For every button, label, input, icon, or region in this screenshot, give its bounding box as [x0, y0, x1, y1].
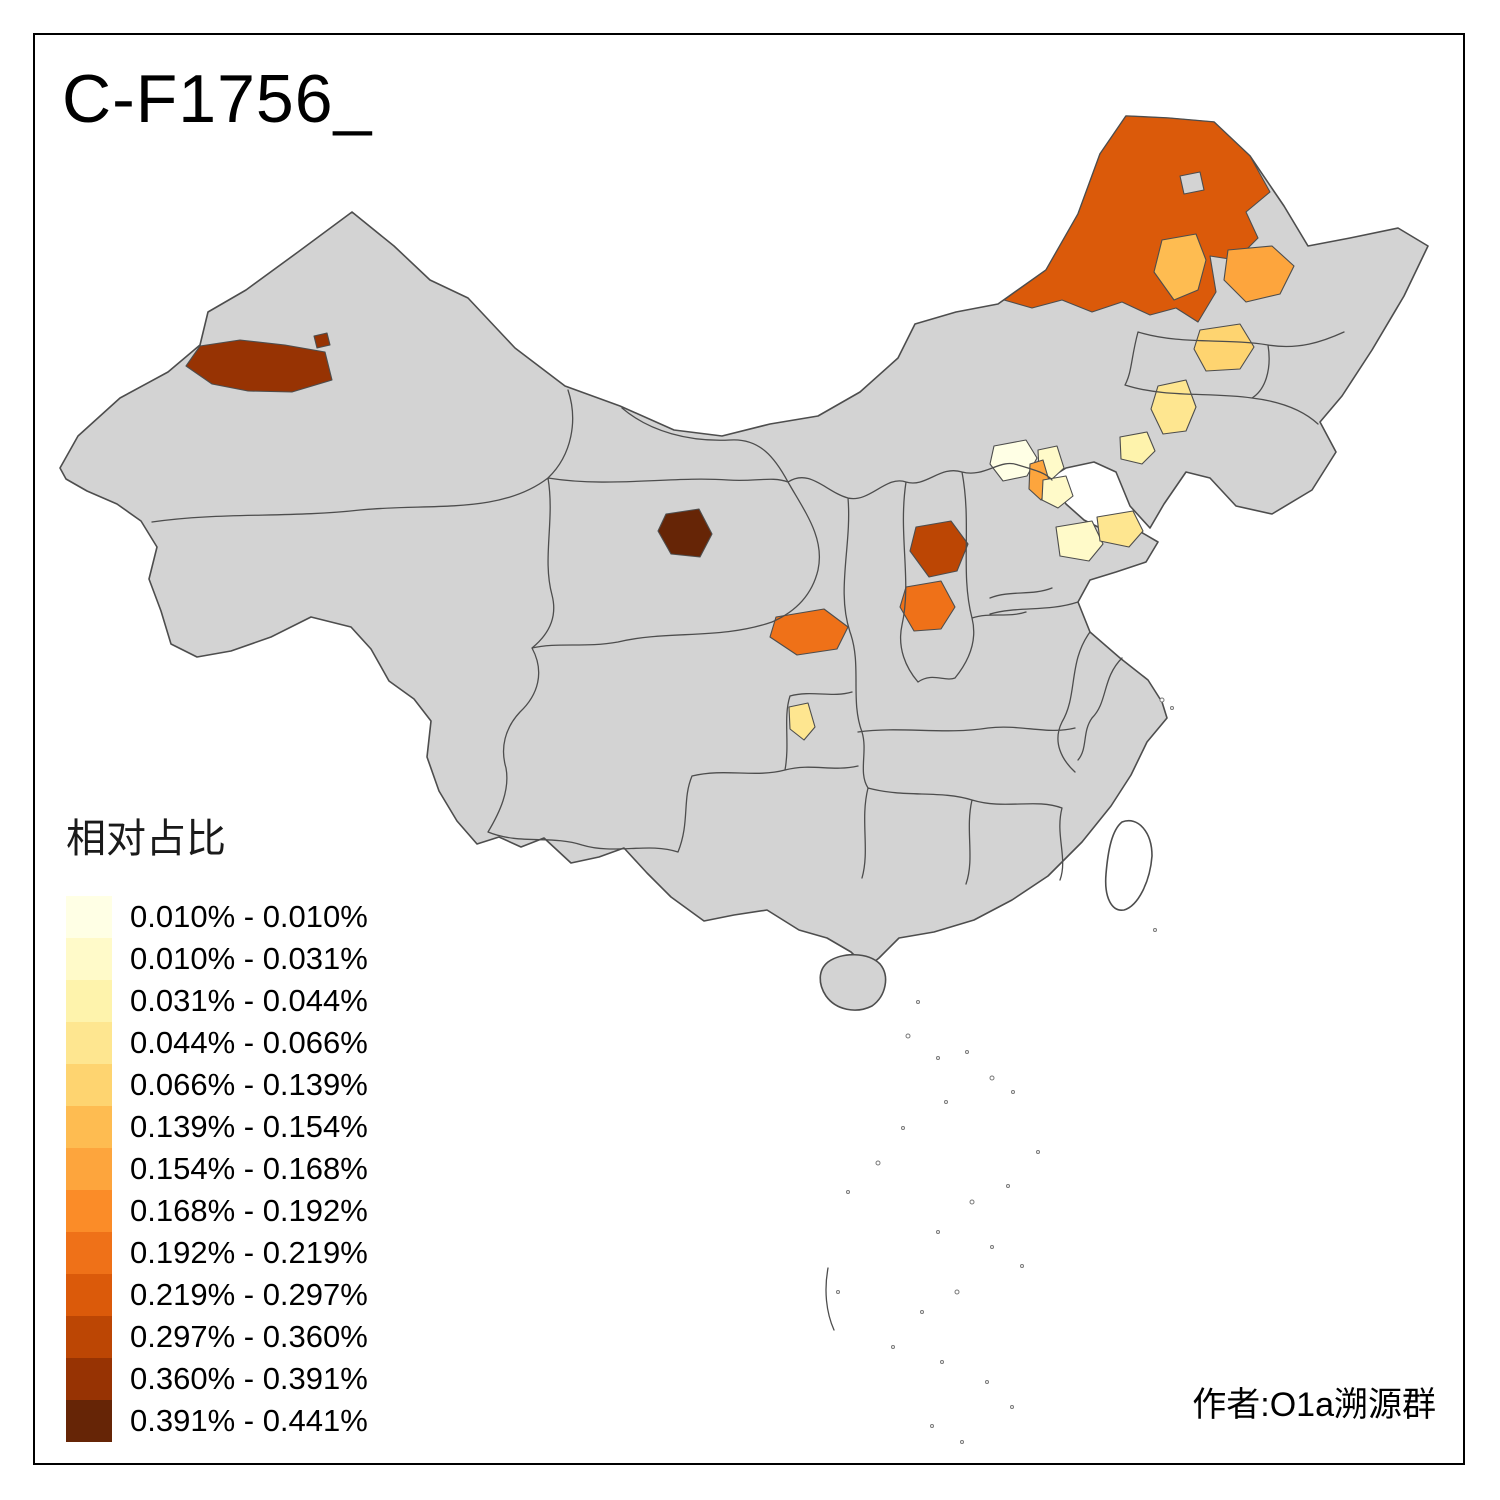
- legend-swatch: [66, 1274, 112, 1316]
- region-west-xinjiang-dot: [313, 332, 331, 349]
- legend-item: 0.044% - 0.066%: [66, 1022, 368, 1064]
- legend-label: 0.010% - 0.010%: [130, 899, 368, 934]
- region-shandong-east: [1096, 510, 1144, 548]
- mainland-outline: [59, 115, 1429, 969]
- legend-item: 0.066% - 0.139%: [66, 1064, 368, 1106]
- legend-item: 0.154% - 0.168%: [66, 1148, 368, 1190]
- legend-swatch: [66, 1358, 112, 1400]
- legend-item: 0.297% - 0.360%: [66, 1316, 368, 1358]
- legend-label: 0.219% - 0.297%: [130, 1277, 368, 1312]
- legend-item: 0.360% - 0.391%: [66, 1358, 368, 1400]
- region-liaoning: [1119, 431, 1156, 465]
- attribution-text: 作者:O1a溯源群: [1192, 1386, 1436, 1424]
- region-shanxi-south: [899, 580, 956, 632]
- legend-swatch: [66, 1022, 112, 1064]
- legend-swatch: [66, 980, 112, 1022]
- legend-item: 0.010% - 0.010%: [66, 896, 368, 938]
- region-hebei-southeast: [1041, 475, 1074, 509]
- legend-label: 0.168% - 0.192%: [130, 1193, 368, 1228]
- legend-label: 0.044% - 0.066%: [130, 1025, 368, 1060]
- legend-label: 0.031% - 0.044%: [130, 983, 368, 1018]
- legend-swatch: [66, 1232, 112, 1274]
- legend-item: 0.139% - 0.154%: [66, 1106, 368, 1148]
- legend-item: 0.168% - 0.192%: [66, 1190, 368, 1232]
- region-chongqing: [788, 702, 816, 741]
- legend-swatch: [66, 938, 112, 980]
- region-heilongjiang-west: [1153, 233, 1207, 301]
- legend: 相对占比 0.010% - 0.010% 0.010% - 0.031% 0.031…: [66, 806, 368, 1442]
- legend-label: 0.360% - 0.391%: [130, 1361, 368, 1396]
- legend-swatch: [66, 1316, 112, 1358]
- legend-label: 0.066% - 0.139%: [130, 1067, 368, 1102]
- legend-label: 0.154% - 0.168%: [130, 1151, 368, 1186]
- page-title: C-F1756_: [62, 61, 373, 137]
- legend-swatch: [66, 1400, 112, 1442]
- legend-item: 0.219% - 0.297%: [66, 1274, 368, 1316]
- legend-swatch: [66, 1106, 112, 1148]
- legend-label: 0.010% - 0.031%: [130, 941, 368, 976]
- province-boundaries: [151, 331, 1345, 885]
- region-qinghai-east: [657, 508, 713, 558]
- legend-label: 0.139% - 0.154%: [130, 1109, 368, 1144]
- hainan-island: [819, 953, 887, 1011]
- plot-border: [33, 33, 1465, 1465]
- legend-item: 0.010% - 0.031%: [66, 938, 368, 980]
- region-heilongjiang-east: [1223, 245, 1295, 303]
- south-china-sea-islands: [825, 697, 1174, 1444]
- legend-swatch: [66, 1064, 112, 1106]
- legend-label: 0.391% - 0.441%: [130, 1403, 368, 1438]
- region-beijing: [989, 439, 1038, 482]
- legend-swatch: [66, 1190, 112, 1232]
- legend-swatch: [66, 1148, 112, 1190]
- legend-item: 0.192% - 0.219%: [66, 1232, 368, 1274]
- region-gansu-south: [769, 608, 849, 656]
- region-heilongjiang-south: [1193, 323, 1255, 372]
- legend-label: 0.297% - 0.360%: [130, 1319, 368, 1354]
- legend-item: 0.031% - 0.044%: [66, 980, 368, 1022]
- legend-items: 0.010% - 0.010% 0.010% - 0.031% 0.031% - 0…: [66, 896, 368, 1442]
- region-shandong-west: [1055, 520, 1104, 562]
- region-inner-notch: [1179, 171, 1205, 195]
- taiwan-island: [1104, 819, 1153, 911]
- legend-item: 0.391% - 0.441%: [66, 1400, 368, 1442]
- region-shanxi-north: [909, 520, 969, 578]
- legend-title: 相对占比: [66, 817, 226, 861]
- legend-label: 0.192% - 0.219%: [130, 1235, 368, 1270]
- region-west-xinjiang: [185, 339, 333, 393]
- legend-swatch: [66, 896, 112, 938]
